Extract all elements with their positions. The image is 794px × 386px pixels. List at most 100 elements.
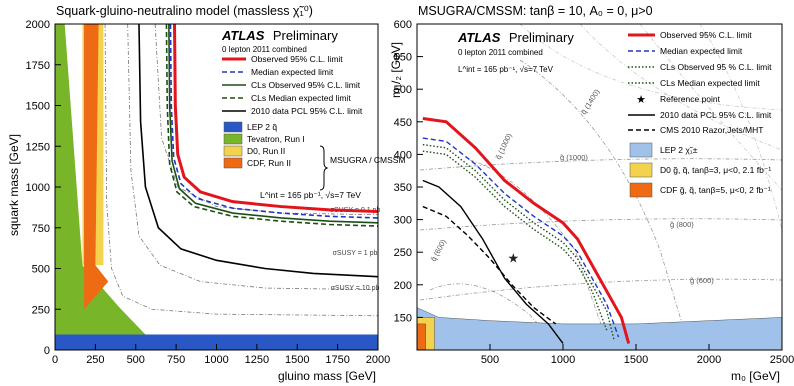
squark-mass-label: q̃ (1400) — [579, 87, 602, 116]
right-limit-curves — [422, 117, 631, 344]
legend-swatch — [223, 121, 243, 133]
legend-entry-label: Median expected limit — [660, 46, 743, 56]
curve-observed-95-c-l-limit — [173, 23, 379, 213]
x-tick-label: 1500 — [624, 354, 648, 366]
left-x-ticks: 0 250 500 750 1000 1250 1500 1750 2000 — [52, 344, 390, 366]
x-tick-label: 2500 — [770, 354, 794, 366]
legend-swatch — [223, 133, 243, 145]
legend-entry-label: 2010 data PCL 95% C.L. limit — [660, 110, 772, 120]
y-tick-label: 750 — [32, 223, 50, 235]
legend-entry-label: LEP 2 q̃ — [247, 122, 277, 132]
squark-mass-contour — [519, 59, 691, 351]
xsec-contour-label: σSUSY = 10 pb — [331, 285, 380, 292]
legend-entry-label: CLs Observed 95% C.L. limit — [251, 80, 361, 90]
y-tick-label: 250 — [394, 247, 412, 259]
left-preliminary-label: Preliminary — [273, 28, 339, 43]
region-cdf-run-ii — [84, 24, 109, 310]
curve-median-expected-limit — [169, 23, 379, 219]
svg-text:ATLAS Preliminary: ATLAS Preliminary — [221, 27, 338, 44]
xsec-contour-line — [127, 23, 379, 291]
curve-median-expected-limit — [422, 137, 620, 338]
left-y-ticks: 0 250 500 750 1000 1250 1500 1750 2000 — [26, 19, 61, 357]
x-tick-label: 500 — [481, 354, 499, 366]
right-subtitle: 0 lepton 2011 combined — [458, 48, 543, 57]
mass-grid-contour — [519, 23, 783, 111]
left-subtitle: 0 lepton 2011 combined — [222, 45, 307, 54]
legend-swatch — [629, 162, 653, 178]
y-tick-label: 450 — [394, 117, 412, 129]
right-preliminary-label: Preliminary — [509, 30, 575, 45]
x-tick-label: 250 — [86, 354, 104, 366]
y-tick-label: 500 — [394, 84, 412, 96]
left-bracket-label: MSUGRA / CMSSM — [330, 155, 406, 165]
curve-cls-median-expected-limit — [422, 150, 608, 331]
x-tick-label: 1000 — [551, 354, 575, 366]
left-legend-entries: Observed 95% C.L. limit Median expected l… — [222, 54, 363, 169]
legend-entry-label: Reference point — [660, 94, 721, 104]
left-chart: Squark-gluino-neutralino model (massless… — [7, 4, 406, 383]
legend-entry-label: CLs Median expected limit — [251, 93, 351, 103]
legend-entry-label: CDF, Run II — [247, 158, 291, 168]
right-y-axis-label: m₁/₂ [GeV] — [389, 42, 403, 98]
x-tick-label: 500 — [127, 354, 145, 366]
squark-mass-label: q̃ (600) — [429, 237, 449, 263]
right-chart: MSUGRA/CMSSM: tanβ = 10, A₀ = 0, μ>0 q̃ … — [389, 4, 794, 383]
right-chart-title: MSUGRA/CMSSM: tanβ = 10, A₀ = 0, μ>0 — [418, 4, 653, 18]
y-tick-label: 600 — [394, 19, 412, 31]
legend-entry-label: Observed 95% C.L. limit — [251, 54, 343, 64]
y-tick-label: 2000 — [26, 19, 50, 31]
curve-cls-observed-95-c-l-limit — [168, 23, 379, 224]
y-tick-label: 200 — [394, 280, 412, 292]
curve-2010-data-pcl-95-c-l-limit — [422, 179, 564, 344]
xsec-contour-line — [104, 23, 379, 317]
legend-swatch — [223, 145, 243, 157]
region-cdf-g-q-tan-5-0-2-fb — [416, 323, 427, 351]
left-atlas-label: ATLAS — [221, 28, 265, 43]
curve-cls-observed-95-c-l-limit — [422, 143, 615, 341]
legend-entry-label: 2010 data PCL 95% C.L. limit — [251, 106, 363, 116]
left-chart-title: Squark-gluino-neutralino model (massless… — [56, 4, 313, 18]
y-tick-label: 150 — [394, 312, 412, 324]
right-excluded-regions — [416, 307, 783, 351]
x-tick-label: 1000 — [204, 354, 228, 366]
legend-entry-label: LEP 2 χ̃₁± — [660, 145, 698, 155]
left-legend-bracket — [319, 145, 329, 191]
y-tick-label: 1000 — [26, 182, 50, 194]
legend-entry-label: Tevatron, Run I — [247, 134, 305, 144]
legend-entry-label: CLs Observed 95 % C.L. limit — [660, 62, 772, 72]
mass-grid-contour — [579, 23, 783, 151]
squark-mass-label: q̃ (1000) — [493, 131, 513, 161]
gluino-mass-label: g̃ (1000) — [560, 153, 589, 162]
xsec-contour-line — [154, 23, 379, 216]
curve-cls-median-expected-limit — [165, 23, 379, 227]
x-tick-label: 1250 — [245, 354, 269, 366]
mass-grid-contour — [699, 23, 783, 231]
x-tick-label: 1500 — [285, 354, 309, 366]
x-tick-label: 750 — [167, 354, 185, 366]
mass-grid-contour — [639, 23, 783, 191]
y-tick-label: 350 — [394, 182, 412, 194]
y-tick-label: 1500 — [26, 101, 50, 113]
left-x-axis-label: gluino mass [GeV] — [278, 369, 376, 383]
legend-swatch — [629, 142, 653, 158]
right-legend: ATLAS Preliminary 0 lepton 2011 combined… — [457, 30, 772, 198]
legend-entry-label: CLs Median expected limit — [660, 78, 760, 88]
curve-cms-2010-razor-jets-mht — [422, 205, 557, 325]
y-tick-label: 0 — [44, 345, 50, 357]
y-tick-label: 500 — [32, 264, 50, 276]
gluino-mass-label: g̃ (600) — [690, 276, 715, 285]
y-tick-label: 250 — [32, 304, 50, 316]
y-tick-label: 300 — [394, 215, 412, 227]
xsec-contour-label: σSUSY = 1 pb — [333, 250, 378, 257]
y-tick-label: 1750 — [26, 60, 50, 72]
right-reference-point: ★ — [508, 251, 520, 266]
y-tick-label: 1250 — [26, 141, 50, 153]
right-x-ticks: 500 1000 1500 2000 2500 — [481, 344, 794, 366]
left-y-axis-label: squark mass [GeV] — [7, 134, 21, 236]
right-lumi-label: L^int = 165 pb⁻¹, √s=7 TeV — [458, 65, 554, 74]
y-tick-label: 400 — [394, 149, 412, 161]
right-atlas-label: ATLAS — [457, 30, 501, 45]
legend-entry-label: CMS 2010 Razor,Jets/MHT — [660, 125, 763, 135]
